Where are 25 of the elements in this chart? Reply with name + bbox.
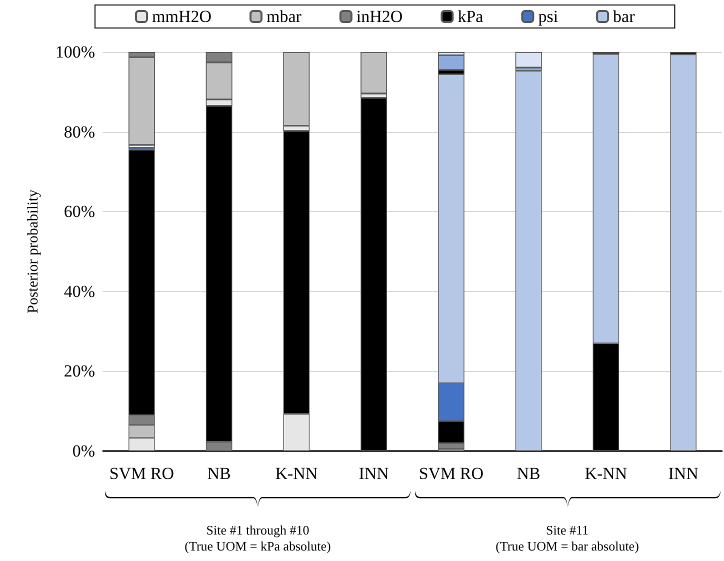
legend-label: kPa bbox=[458, 7, 484, 26]
y-tick-label: 100% bbox=[55, 42, 95, 62]
legend-label: inH2O bbox=[356, 7, 403, 26]
legend-label: psi bbox=[538, 7, 558, 26]
x-tick-label: INN bbox=[668, 464, 698, 483]
x-tick-label: INN bbox=[358, 464, 389, 483]
x-tick-label: K-NN bbox=[275, 464, 318, 483]
y-tick-label: 40% bbox=[64, 282, 95, 301]
text: Site #1 through #10 (True UOM = kPa absolute) bbox=[184, 522, 331, 554]
y-axis-title: Posterior probability bbox=[26, 189, 42, 314]
x-tick-label: SVM RO bbox=[418, 464, 484, 483]
legend-label: bar bbox=[613, 7, 636, 26]
x-tick-label: NB bbox=[207, 464, 231, 483]
x-tick-label: K-NN bbox=[584, 464, 628, 483]
x-tick-label: NB bbox=[516, 464, 540, 483]
legend-label: mbar bbox=[266, 7, 302, 26]
x-tick-label: SVM RO bbox=[109, 464, 174, 483]
y-tick-label: 0% bbox=[72, 442, 95, 460]
text: Site #11 (True UOM = bar absolute) bbox=[496, 522, 639, 554]
y-tick-label: 60% bbox=[64, 202, 95, 222]
bar bbox=[515, 70, 542, 451]
y-tick-label: 80% bbox=[64, 122, 95, 142]
y-tick-label: 20% bbox=[64, 362, 95, 381]
legend-label: mmH2O bbox=[152, 7, 212, 26]
bar bbox=[670, 54, 696, 451]
